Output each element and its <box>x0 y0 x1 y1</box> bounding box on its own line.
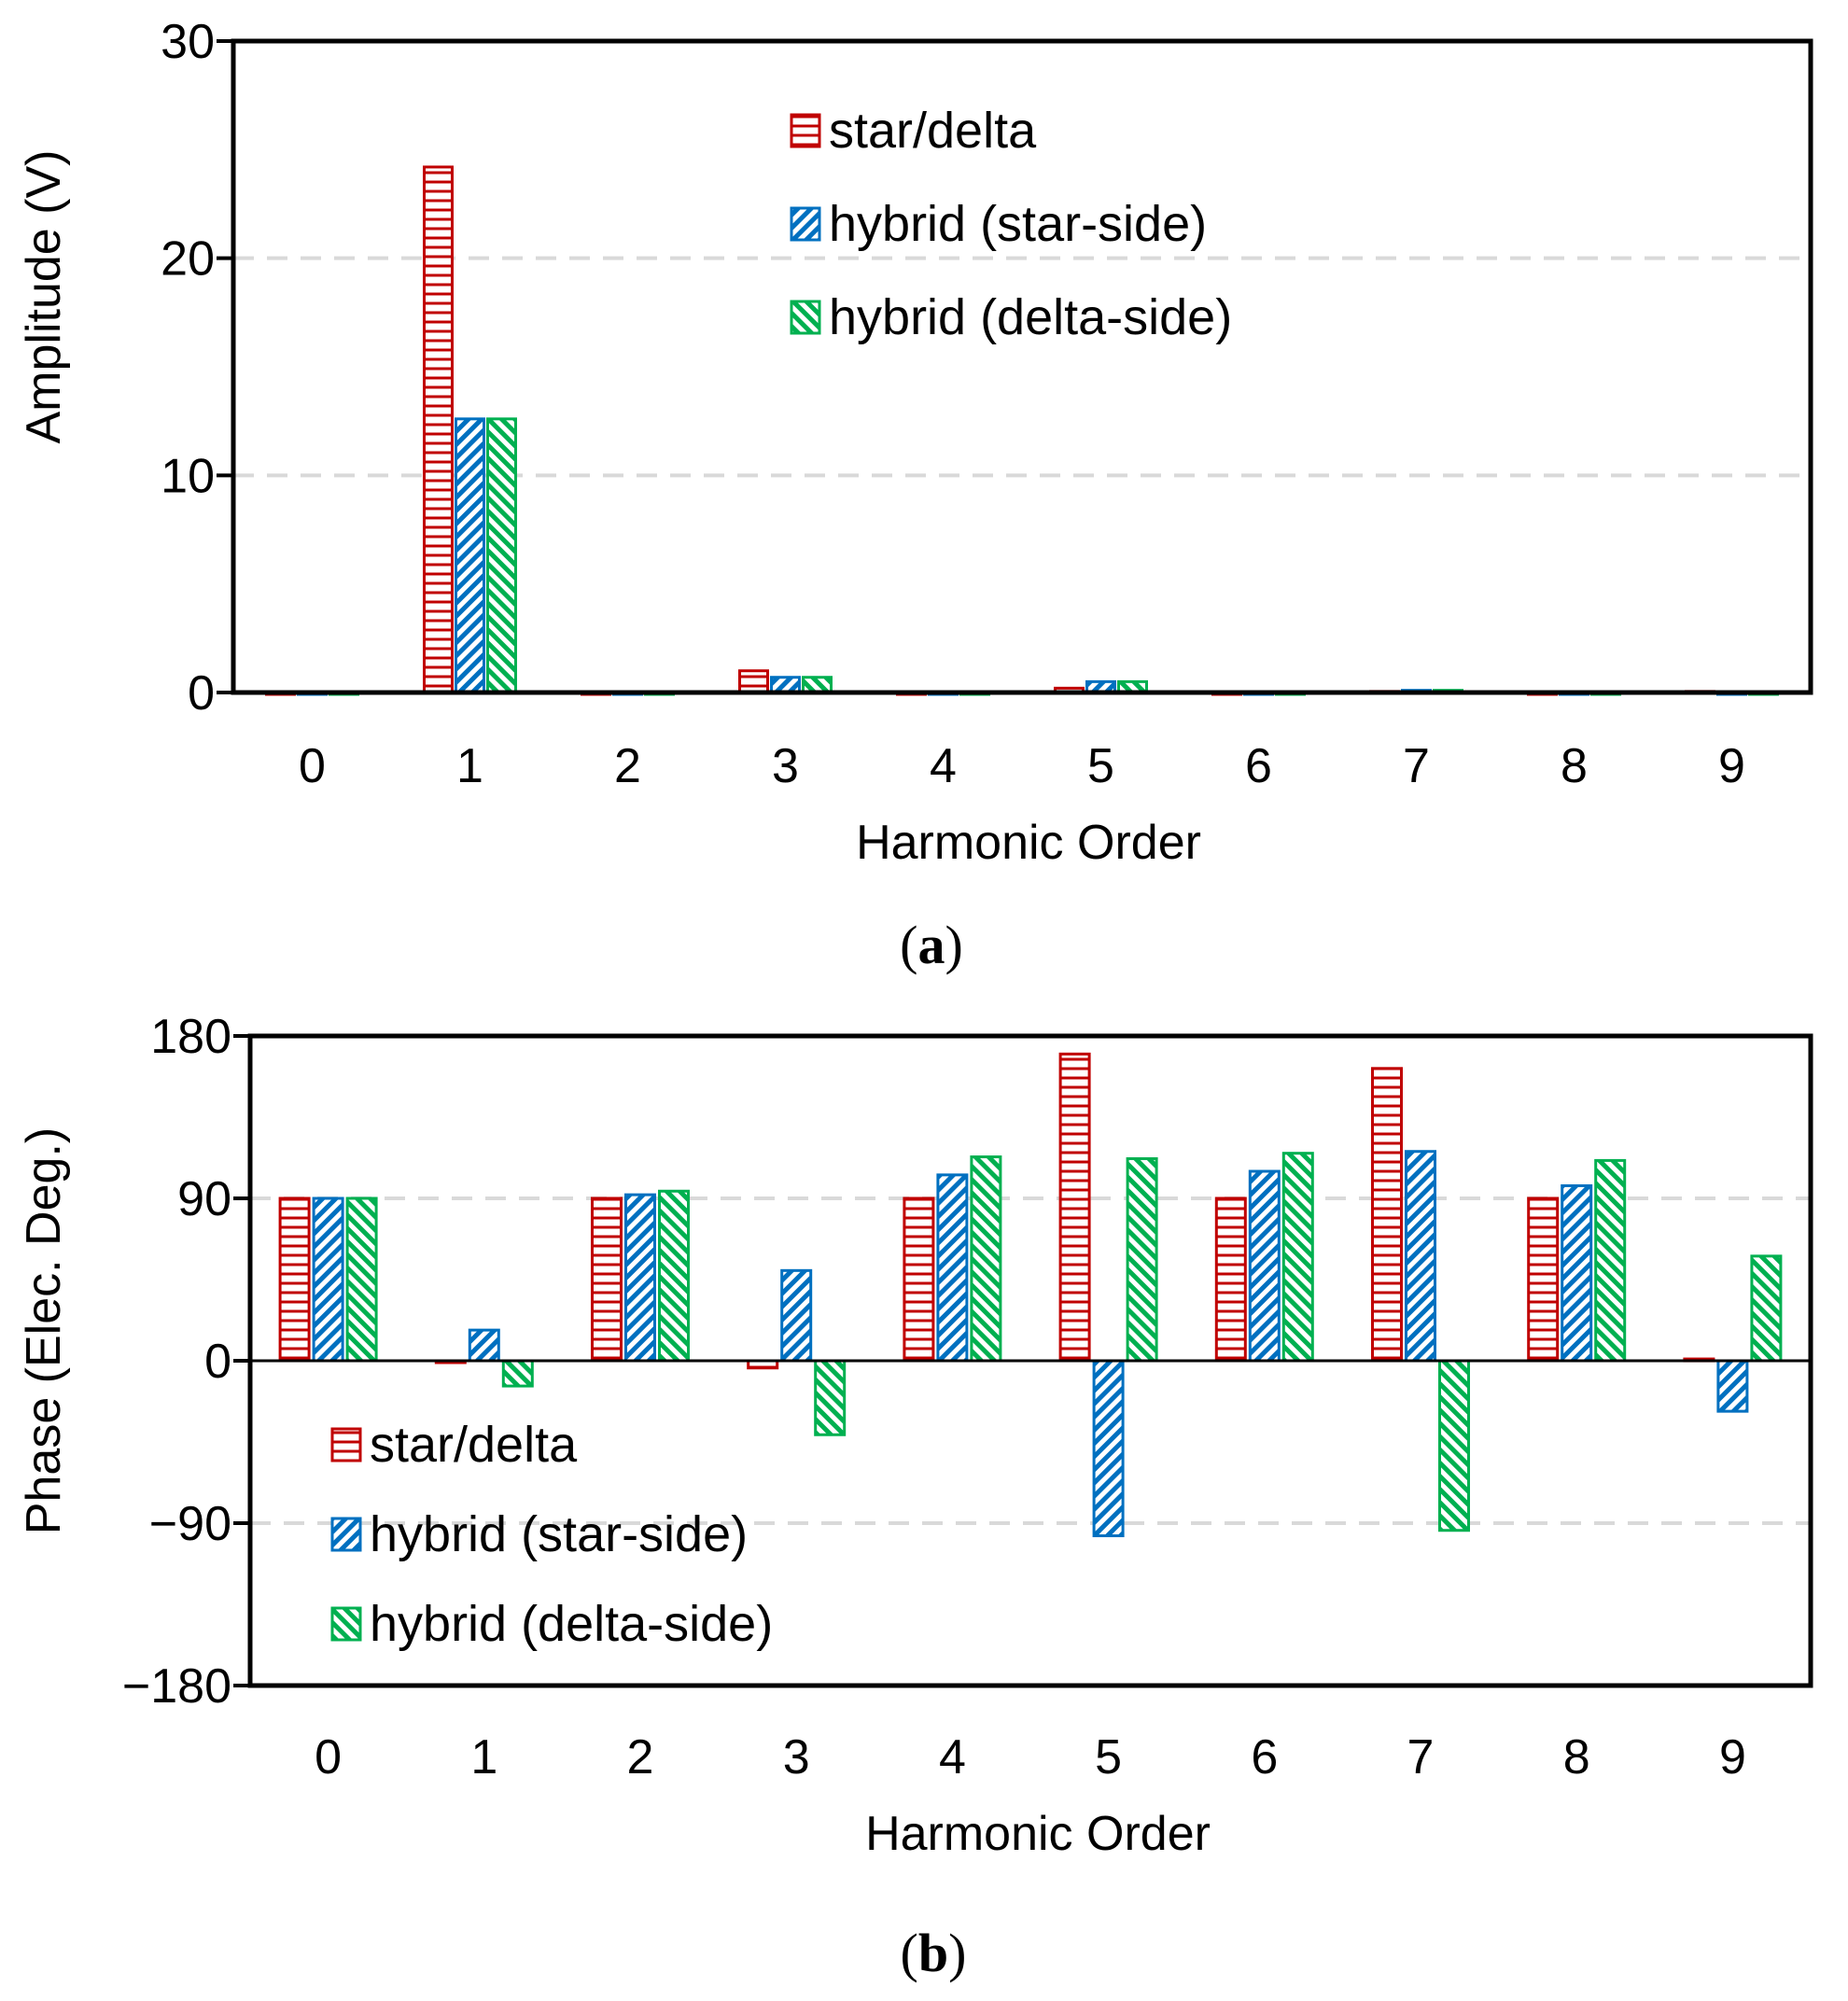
phase-x-tick-label: 2 <box>627 1730 654 1784</box>
phase-y-tick-label: −180 <box>122 1659 231 1714</box>
phase-bar-hybrid-delta-side-h0 <box>345 1196 378 1363</box>
phase-x-tick-label: 6 <box>1251 1730 1278 1784</box>
phase-bar-hybrid-star-side-h5 <box>1092 1359 1125 1538</box>
amplitude-legend-swatch-hybrid-star-side <box>790 206 821 242</box>
amplitude-y-ticks: 0 10 20 30 <box>161 15 233 721</box>
amplitude-bar-star-delta-h1 <box>423 165 454 694</box>
amplitude-chart: 0 10 20 30 0 1 2 3 4 5 6 7 8 9 star/delta hybrid (sta… <box>17 15 1813 975</box>
panel-label-a: (a) <box>900 915 963 975</box>
phase-bar-hybrid-delta-side-h1 <box>501 1359 534 1388</box>
amplitude-y-axis-label: Amplitude (V) <box>17 150 71 444</box>
phase-legend-label-star-delta: star/delta <box>370 1417 578 1473</box>
amplitude-legend-label-star-delta: star/delta <box>829 103 1037 159</box>
phase-y-tick-label: 180 <box>150 1010 231 1064</box>
phase-x-tick-label: 0 <box>315 1730 342 1784</box>
phase-bar-hybrid-star-side-h2 <box>624 1193 656 1363</box>
phase-bar-hybrid-star-side-h1 <box>468 1328 500 1363</box>
phase-axes <box>247 1033 1813 1688</box>
phase-bar-hybrid-delta-side-h9 <box>1750 1254 1783 1363</box>
phase-x-tick-label: 8 <box>1563 1730 1590 1784</box>
phase-bar-star-delta-h2 <box>591 1196 623 1363</box>
phase-y-tick-label: 90 <box>177 1172 231 1226</box>
phase-x-tick-label: 7 <box>1407 1730 1435 1784</box>
phase-legend-swatch-star-delta <box>330 1427 362 1462</box>
amplitude-x-tick-label: 1 <box>456 739 483 793</box>
amplitude-gridlines <box>233 256 1811 478</box>
phase-bars <box>278 1052 1783 1538</box>
amplitude-y-tick-label: 30 <box>161 15 215 69</box>
phase-bar-hybrid-star-side-h4 <box>936 1173 969 1363</box>
phase-y-axis-label: Phase (Elec. Deg.) <box>17 1127 71 1534</box>
phase-legend-label-hybrid-delta-side: hybrid (delta-side) <box>370 1596 773 1652</box>
phase-bar-hybrid-star-side-h6 <box>1248 1169 1281 1363</box>
phase-y-ticks: −180 −90 0 90 180 <box>122 1010 250 1714</box>
amplitude-x-tick-label: 8 <box>1561 739 1588 793</box>
phase-bar-star-delta-h4 <box>903 1196 935 1363</box>
phase-bar-star-delta-h6 <box>1214 1196 1247 1363</box>
phase-bar-hybrid-delta-side-h5 <box>1126 1156 1158 1363</box>
amplitude-x-axis-label: Harmonic Order <box>856 816 1201 870</box>
phase-bar-star-delta-h7 <box>1371 1067 1403 1363</box>
amplitude-x-tick-label: 4 <box>930 739 957 793</box>
amplitude-bar-hybrid-star-side-h1 <box>455 417 485 694</box>
amplitude-x-tick-label: 5 <box>1087 739 1114 793</box>
amplitude-x-tick-label: 0 <box>299 739 326 793</box>
phase-chart: −180 −90 0 90 180 0 1 2 3 4 5 6 7 8 9 star/delta hybri… <box>17 1010 1813 1983</box>
phase-bar-hybrid-star-side-h3 <box>780 1268 813 1363</box>
phase-gridlines <box>250 1196 1811 1525</box>
phase-legend-label-hybrid-star-side: hybrid (star-side) <box>370 1506 748 1562</box>
phase-legend-swatch-hybrid-star-side <box>330 1517 362 1552</box>
phase-bar-hybrid-delta-side-h3 <box>814 1359 847 1436</box>
phase-y-tick-label: 0 <box>204 1335 231 1389</box>
amplitude-x-tick-label: 9 <box>1718 739 1745 793</box>
amplitude-bar-star-delta-h3 <box>738 669 769 694</box>
phase-bar-hybrid-delta-side-h7 <box>1438 1359 1470 1532</box>
amplitude-y-tick-label: 20 <box>161 232 215 287</box>
amplitude-legend-label-hybrid-delta-side: hybrid (delta-side) <box>829 289 1232 345</box>
amplitude-x-ticks: 0 1 2 3 4 5 6 7 8 9 <box>299 739 1745 793</box>
amplitude-x-tick-label: 6 <box>1245 739 1272 793</box>
phase-bar-hybrid-star-side-h0 <box>312 1196 344 1363</box>
phase-bar-hybrid-star-side-h7 <box>1405 1150 1436 1363</box>
phase-bar-hybrid-delta-side-h2 <box>658 1189 690 1363</box>
phase-y-tick-label: −90 <box>149 1497 231 1551</box>
phase-x-ticks: 0 1 2 3 4 5 6 7 8 9 <box>315 1730 1746 1784</box>
phase-x-tick-label: 4 <box>939 1730 966 1784</box>
phase-bar-hybrid-star-side-h8 <box>1561 1183 1593 1363</box>
amplitude-y-tick-label: 0 <box>188 666 215 721</box>
amplitude-legend-label-hybrid-star-side: hybrid (star-side) <box>829 196 1207 252</box>
amplitude-legend-swatch-star-delta <box>790 113 821 148</box>
phase-x-tick-label: 5 <box>1095 1730 1122 1784</box>
phase-bar-hybrid-delta-side-h6 <box>1281 1152 1314 1363</box>
amplitude-legend: star/delta hybrid (star-side) hybrid (delt… <box>790 103 1232 345</box>
amplitude-legend-swatch-hybrid-delta-side <box>790 300 821 335</box>
amplitude-x-tick-label: 3 <box>772 739 799 793</box>
phase-x-axis-label: Harmonic Order <box>865 1807 1211 1861</box>
amplitude-y-tick-label: 10 <box>161 449 215 503</box>
phase-bar-star-delta-h8 <box>1527 1196 1560 1363</box>
amplitude-x-tick-label: 2 <box>614 739 641 793</box>
phase-x-tick-label: 3 <box>783 1730 810 1784</box>
panel-label-b: (b) <box>901 1923 967 1983</box>
amplitude-axes <box>231 38 1813 695</box>
phase-bar-hybrid-delta-side-h4 <box>970 1155 1002 1363</box>
phase-legend-swatch-hybrid-delta-side <box>330 1606 362 1642</box>
phase-x-tick-label: 1 <box>470 1730 497 1784</box>
phase-bar-hybrid-star-side-h9 <box>1716 1359 1749 1413</box>
amplitude-plot-frame <box>231 38 1813 695</box>
amplitude-bar-hybrid-delta-side-h1 <box>486 417 517 694</box>
phase-bar-star-delta-h0 <box>278 1196 311 1363</box>
amplitude-x-tick-label: 7 <box>1403 739 1430 793</box>
phase-x-tick-label: 9 <box>1719 1730 1746 1784</box>
phase-bar-star-delta-h5 <box>1058 1052 1091 1363</box>
phase-bar-hybrid-delta-side-h8 <box>1594 1158 1627 1363</box>
phase-legend: star/delta hybrid (star-side) hybrid (delt… <box>330 1417 773 1652</box>
